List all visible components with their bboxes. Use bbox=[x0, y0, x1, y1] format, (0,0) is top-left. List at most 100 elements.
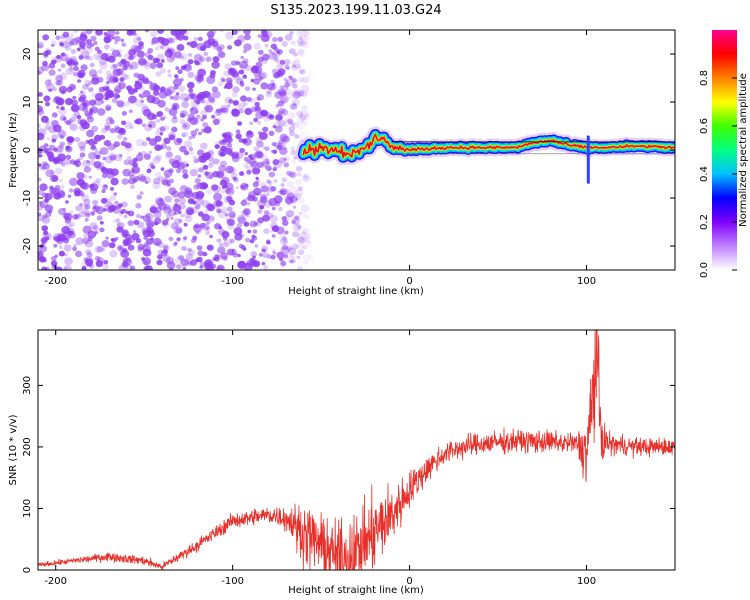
noise-blob bbox=[115, 218, 121, 223]
noise-blob bbox=[204, 104, 214, 113]
noise-blob bbox=[188, 249, 195, 256]
noise-blob bbox=[96, 245, 104, 253]
noise-blob bbox=[300, 118, 309, 126]
noise-blob bbox=[195, 204, 201, 210]
noise-blob bbox=[262, 114, 271, 122]
noise-blob bbox=[40, 237, 48, 244]
noise-blob bbox=[292, 90, 301, 99]
noise-blob bbox=[283, 59, 291, 65]
noise-blob bbox=[292, 122, 300, 129]
noise-blob bbox=[152, 84, 161, 92]
noise-blob bbox=[167, 183, 171, 187]
noise-blob bbox=[279, 59, 286, 65]
noise-blob bbox=[52, 87, 57, 92]
noise-blob bbox=[204, 208, 210, 214]
noise-blob bbox=[180, 258, 189, 267]
noise-blob bbox=[246, 169, 252, 175]
noise-blob bbox=[260, 196, 268, 204]
noise-blob bbox=[159, 198, 163, 202]
noise-blob bbox=[248, 154, 253, 159]
noise-blob bbox=[292, 243, 299, 250]
noise-blob bbox=[85, 46, 93, 54]
noise-blob bbox=[44, 143, 49, 148]
noise-blob bbox=[107, 207, 114, 213]
noise-blob bbox=[269, 83, 278, 91]
noise-blob bbox=[258, 76, 264, 81]
noise-blob bbox=[48, 209, 53, 214]
noise-blob bbox=[291, 98, 300, 106]
noise-blob bbox=[79, 152, 86, 158]
noise-blob bbox=[252, 260, 261, 268]
noise-blob bbox=[82, 225, 92, 234]
spectrogram-x-ticks: -200 -100 0 100 bbox=[44, 30, 596, 287]
snr-panel: -200 -100 0 100 0 100 200 300 Height of straig… bbox=[8, 329, 676, 596]
noise-blob bbox=[178, 210, 183, 214]
noise-blob bbox=[220, 77, 225, 82]
noise-blob bbox=[197, 183, 202, 187]
noise-blob bbox=[150, 165, 156, 170]
noise-blob bbox=[90, 43, 95, 47]
noise-blob bbox=[192, 155, 197, 160]
noise-blob bbox=[53, 236, 58, 241]
noise-blob bbox=[170, 216, 174, 220]
noise-blob bbox=[155, 46, 160, 51]
noise-blob bbox=[57, 107, 67, 116]
spectrogram-y-ticks: -20 -10 0 10 20 bbox=[22, 48, 675, 254]
noise-blob bbox=[234, 39, 242, 47]
noise-blob bbox=[120, 210, 124, 214]
noise-blob bbox=[68, 177, 78, 186]
noise-blob bbox=[200, 99, 205, 104]
noise-blob bbox=[111, 97, 118, 104]
noise-blob bbox=[241, 209, 249, 217]
noise-blob bbox=[292, 102, 297, 107]
noise-blob bbox=[178, 85, 186, 93]
noise-blob bbox=[133, 72, 140, 78]
noise-blob bbox=[199, 59, 204, 63]
noise-blob bbox=[174, 74, 179, 79]
noise-blob bbox=[54, 167, 63, 175]
noise-blob bbox=[160, 86, 166, 92]
noise-blob bbox=[166, 214, 171, 219]
noise-blob bbox=[218, 165, 227, 173]
noise-blob bbox=[118, 81, 122, 85]
noise-blob bbox=[164, 107, 170, 112]
noise-blob bbox=[208, 174, 214, 179]
noise-blob bbox=[141, 123, 146, 127]
noise-blob bbox=[292, 205, 297, 209]
noise-blob bbox=[123, 73, 130, 80]
noise-blob bbox=[294, 88, 304, 97]
noise-blob bbox=[163, 41, 168, 46]
noise-blob bbox=[65, 223, 72, 230]
noise-blob bbox=[189, 150, 195, 155]
noise-blob bbox=[99, 227, 105, 233]
noise-blob bbox=[277, 100, 285, 107]
noise-blob bbox=[105, 87, 109, 92]
noise-blob bbox=[43, 230, 49, 236]
noise-blob bbox=[240, 184, 246, 190]
noise-blob bbox=[117, 48, 122, 54]
noise-blob bbox=[55, 266, 63, 270]
noise-blob bbox=[295, 165, 303, 172]
noise-blob bbox=[157, 30, 164, 34]
noise-blob bbox=[214, 144, 220, 150]
noise-blob bbox=[257, 49, 264, 55]
noise-blob bbox=[187, 113, 195, 120]
noise-blob bbox=[165, 146, 172, 151]
noise-blob bbox=[38, 92, 43, 97]
noise-blob bbox=[235, 60, 240, 66]
noise-blob bbox=[275, 114, 283, 121]
noise-blob bbox=[237, 121, 243, 126]
noise-blob bbox=[197, 229, 202, 235]
y-tick-label: 0 bbox=[22, 147, 33, 153]
noise-blob bbox=[196, 149, 205, 156]
noise-blob bbox=[181, 133, 186, 138]
noise-blob bbox=[228, 210, 236, 218]
noise-blob bbox=[114, 88, 121, 94]
noise-blob bbox=[245, 214, 250, 218]
y-tick-label: 20 bbox=[22, 48, 33, 61]
noise-blob bbox=[157, 175, 164, 181]
noise-blob bbox=[119, 248, 126, 255]
noise-blob bbox=[280, 190, 284, 194]
noise-blob bbox=[272, 251, 277, 255]
noise-blob bbox=[223, 184, 228, 189]
